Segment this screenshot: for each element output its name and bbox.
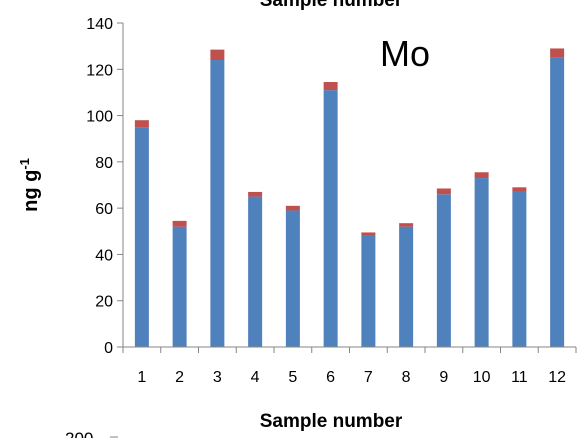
x-tick-label: 8 bbox=[402, 369, 411, 386]
bar-segment-top bbox=[399, 223, 414, 227]
bar-segment-top bbox=[474, 172, 489, 179]
bar-segment-top bbox=[550, 48, 565, 58]
bar-segment-top bbox=[361, 232, 376, 236]
y-tick-label: 20 bbox=[95, 294, 113, 311]
y-tick-label: 60 bbox=[95, 201, 113, 218]
bar-segment-main bbox=[550, 57, 565, 347]
x-tick-label: 5 bbox=[288, 369, 297, 386]
x-tick-label: 9 bbox=[439, 369, 448, 386]
bar-segment-main bbox=[474, 178, 489, 347]
bar-segment-top bbox=[436, 188, 451, 195]
x-tick-label: 10 bbox=[473, 369, 491, 386]
bar-segment-main bbox=[436, 194, 451, 347]
bar-segment-main bbox=[285, 210, 300, 347]
x-axis-label: Sample number bbox=[260, 411, 403, 432]
bar-segment-top bbox=[134, 120, 149, 128]
bar-segment-main bbox=[248, 196, 263, 347]
bar-segment-main bbox=[323, 90, 338, 347]
bar-segment-main bbox=[134, 127, 149, 348]
bar-segment-main bbox=[512, 191, 527, 347]
bar-segment-top bbox=[210, 49, 225, 61]
y-tick-label: 120 bbox=[86, 62, 113, 79]
y-tick-label: 100 bbox=[86, 109, 113, 126]
bar-segment-main bbox=[361, 235, 376, 347]
bar-segment-top bbox=[248, 191, 263, 197]
element-annotation: Mo bbox=[380, 33, 430, 74]
x-tick-label: 2 bbox=[175, 369, 184, 386]
bar-segment-top bbox=[172, 220, 187, 227]
chart-title-cut: Sample number bbox=[260, 0, 403, 11]
bar-segment-top bbox=[512, 187, 527, 192]
bar-segment-top bbox=[323, 82, 338, 91]
x-tick-label: 7 bbox=[364, 369, 373, 386]
next-chart-partial-tick: 200 bbox=[65, 429, 93, 438]
bar-segment-main bbox=[172, 226, 187, 347]
bar-segment-main bbox=[210, 60, 225, 348]
x-tick-label: 12 bbox=[548, 369, 566, 386]
x-tick-label: 3 bbox=[213, 369, 222, 386]
x-tick-label: 4 bbox=[251, 369, 260, 386]
x-tick-label: 11 bbox=[511, 369, 528, 386]
bar-segment-top bbox=[285, 205, 300, 211]
y-tick-label: 0 bbox=[104, 340, 113, 357]
bar-segment-main bbox=[399, 226, 414, 347]
y-tick-label: 140 bbox=[86, 16, 113, 33]
x-tick-label: 6 bbox=[326, 369, 335, 386]
y-axis-label: ng g-1 bbox=[17, 158, 42, 212]
x-tick-label: 1 bbox=[137, 369, 146, 386]
y-tick-label: 40 bbox=[95, 247, 113, 264]
y-tick-label: 80 bbox=[95, 155, 113, 172]
